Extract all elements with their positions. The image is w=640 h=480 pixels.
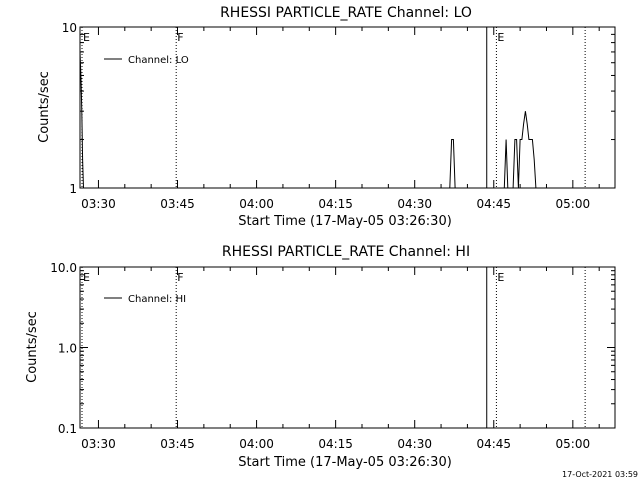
panel-lo: RHESSI PARTICLE_RATE Channel: LO Start T… <box>37 5 616 229</box>
x-tick-label: 03:30 <box>81 197 116 211</box>
marker-label: F <box>177 31 183 44</box>
chart-title: RHESSI PARTICLE_RATE Channel: HI <box>222 244 470 260</box>
y-axis-label: Counts/sec <box>37 71 52 143</box>
y-tick-label: 10.0 <box>50 261 77 275</box>
marker-label: F <box>177 271 183 284</box>
legend-label: Channel: HI <box>128 294 186 305</box>
x-axis-label: Start Time (17-May-05 03:26:30) <box>238 214 452 229</box>
x-tick-label: 03:45 <box>160 197 195 211</box>
marker-label: E <box>497 271 504 284</box>
legend-label: Channel: LO <box>128 55 189 66</box>
plot-frame <box>79 266 616 429</box>
x-tick-label: 04:00 <box>239 437 274 451</box>
x-tick-label: 04:45 <box>476 437 511 451</box>
x-tick-label: 04:45 <box>476 197 511 211</box>
x-tick-label: 03:45 <box>160 437 195 451</box>
x-tick-label: 04:30 <box>397 197 432 211</box>
marker-label: E <box>83 31 90 44</box>
series-line <box>79 51 538 189</box>
x-tick-label: 04:30 <box>397 437 432 451</box>
x-tick-label: 04:15 <box>318 437 353 451</box>
y-tick-label: 1 <box>69 182 77 196</box>
x-tick-label: 03:30 <box>81 437 116 451</box>
marker-label: E <box>83 271 90 284</box>
y-tick-label: 0.1 <box>58 422 77 436</box>
chart-title: RHESSI PARTICLE_RATE Channel: LO <box>220 5 472 21</box>
panel-hi: RHESSI PARTICLE_RATE Channel: HI Start T… <box>25 244 616 470</box>
x-tick-label: 05:00 <box>556 197 591 211</box>
timestamp-stamp: 17-Oct-2021 03:59 <box>562 470 638 479</box>
marker-label: E <box>497 31 504 44</box>
y-tick-label: 10 <box>62 21 77 35</box>
x-tick-label: 05:00 <box>556 437 591 451</box>
x-tick-label: 04:00 <box>239 197 274 211</box>
x-tick-label: 04:15 <box>318 197 353 211</box>
x-axis-label: Start Time (17-May-05 03:26:30) <box>238 455 452 470</box>
y-tick-label: 1.0 <box>58 342 77 356</box>
y-axis-label: Counts/sec <box>25 311 40 383</box>
